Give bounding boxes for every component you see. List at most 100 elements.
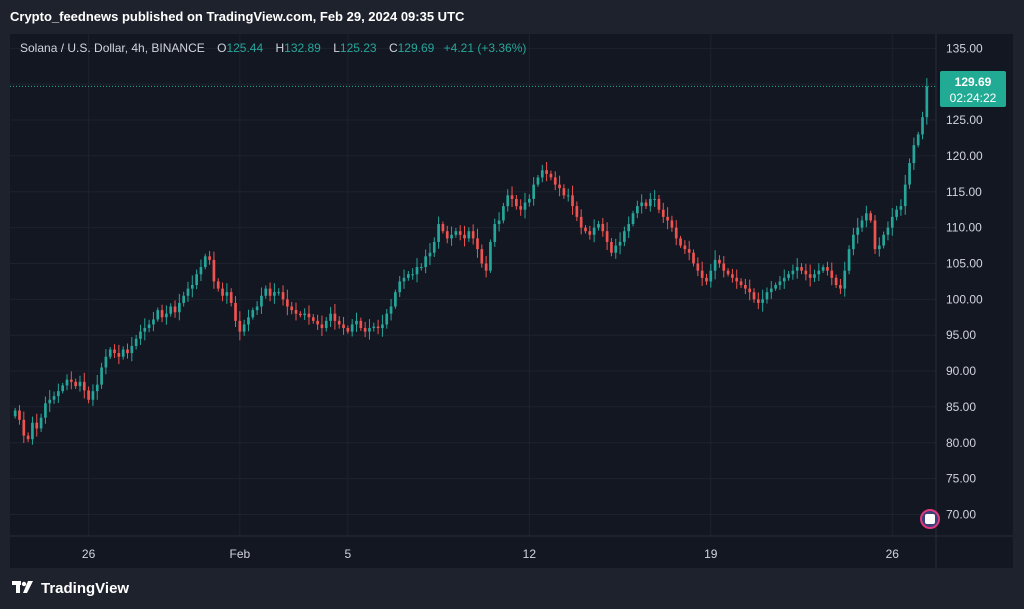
- x-tick-label: Feb: [229, 547, 250, 561]
- candle-body: [320, 324, 324, 329]
- candle-body: [35, 422, 39, 429]
- candle-body: [238, 320, 242, 332]
- candle-body: [752, 292, 756, 300]
- candle-body: [787, 274, 790, 278]
- candle-body: [826, 267, 829, 271]
- candle-body: [65, 379, 69, 386]
- candle-body: [532, 184, 535, 199]
- candle-body: [700, 270, 704, 278]
- candle-body: [294, 310, 298, 314]
- candle-body: [493, 224, 497, 242]
- y-tick-label: 70.00: [946, 507, 976, 521]
- candle-body: [260, 295, 263, 307]
- candle-body: [311, 317, 315, 321]
- candle-body: [484, 263, 488, 271]
- candle-body: [536, 177, 540, 185]
- bar-countdown: 02:24:22: [949, 91, 997, 105]
- candle-body: [597, 224, 600, 228]
- candle-body: [778, 281, 782, 285]
- chart-pane[interactable]: 70.00 75.00 80.00 85.00 90.00 95.00 100.00 105.…: [10, 34, 1013, 568]
- candle-body: [303, 313, 306, 316]
- y-tick-label: 135.00: [946, 41, 983, 55]
- candle-body: [839, 285, 842, 289]
- candle-body: [251, 310, 255, 318]
- candle-body: [886, 227, 890, 235]
- candle-body: [566, 195, 570, 197]
- candle-body: [441, 224, 445, 232]
- candle-body: [847, 249, 851, 271]
- candle-body: [739, 281, 743, 285]
- candle-body: [39, 417, 43, 429]
- candle-body: [359, 320, 363, 329]
- publisher-bar: Crypto_feednews published on TradingView…: [0, 0, 1024, 34]
- candle-body: [549, 173, 553, 178]
- candle-body: [268, 288, 272, 296]
- candle-body: [74, 381, 77, 387]
- candle-body: [143, 328, 147, 332]
- candle-body: [661, 209, 665, 217]
- candle-body: [91, 391, 95, 400]
- candle-body: [553, 177, 557, 185]
- candle-body: [808, 274, 812, 278]
- candle-body: [329, 313, 332, 321]
- brand-logo[interactable]: TradingView: [12, 580, 129, 597]
- candle-body: [78, 381, 82, 387]
- candle-body: [428, 252, 432, 257]
- close-label: C: [388, 41, 398, 55]
- candle-body: [281, 292, 285, 300]
- candle-body: [95, 384, 99, 392]
- candle-body: [307, 313, 311, 318]
- candle-body: [713, 259, 717, 271]
- candle-body: [592, 227, 596, 235]
- candle-body: [860, 220, 864, 228]
- candle-body: [242, 324, 246, 332]
- candle-body: [82, 381, 86, 391]
- candle-body: [575, 206, 579, 217]
- y-tick-label: 100.00: [946, 292, 983, 306]
- candle-body: [756, 299, 760, 303]
- candle-body: [895, 209, 898, 217]
- candle-body: [782, 277, 786, 282]
- candle-body: [722, 263, 726, 271]
- candle-body: [126, 349, 129, 354]
- candle-body: [852, 234, 855, 250]
- candle-body: [882, 234, 885, 246]
- candle-body: [389, 306, 393, 314]
- candle-body: [264, 288, 268, 296]
- candle-body: [350, 324, 354, 332]
- candle-body: [203, 256, 207, 268]
- candle-body: [627, 224, 631, 232]
- candle-body: [208, 256, 211, 260]
- candle-body: [653, 198, 656, 200]
- y-tick-label: 120.00: [946, 149, 983, 163]
- candle-body: [921, 117, 924, 135]
- candle-body: [69, 379, 73, 382]
- candle-body: [601, 224, 605, 232]
- candle-body: [134, 338, 138, 346]
- candle-body: [363, 328, 367, 332]
- candle-body: [169, 306, 173, 314]
- us-flag-icon[interactable]: [920, 509, 940, 529]
- candle-body: [774, 285, 777, 289]
- candle-body: [489, 241, 492, 271]
- candle-body: [873, 220, 877, 250]
- open-label: O: [217, 41, 227, 55]
- low-label: L: [333, 41, 340, 55]
- candle-body: [696, 263, 700, 271]
- candle-body: [670, 220, 674, 228]
- candle-body: [402, 277, 406, 282]
- candle-body: [130, 345, 134, 354]
- candle-body: [726, 270, 730, 275]
- candle-body: [178, 302, 181, 313]
- candle-body: [502, 206, 505, 221]
- candle-body: [415, 267, 419, 275]
- candle-body: [152, 319, 155, 325]
- candle-body: [247, 317, 250, 325]
- candle-body: [195, 274, 198, 285]
- candlestick-chart[interactable]: 70.00 75.00 80.00 85.00 90.00 95.00 100.00 105.…: [10, 34, 1013, 568]
- candle-body: [398, 281, 402, 293]
- candle-body: [22, 419, 26, 436]
- candle-body: [212, 259, 216, 282]
- candle-body: [117, 353, 121, 357]
- candle-body: [856, 227, 860, 235]
